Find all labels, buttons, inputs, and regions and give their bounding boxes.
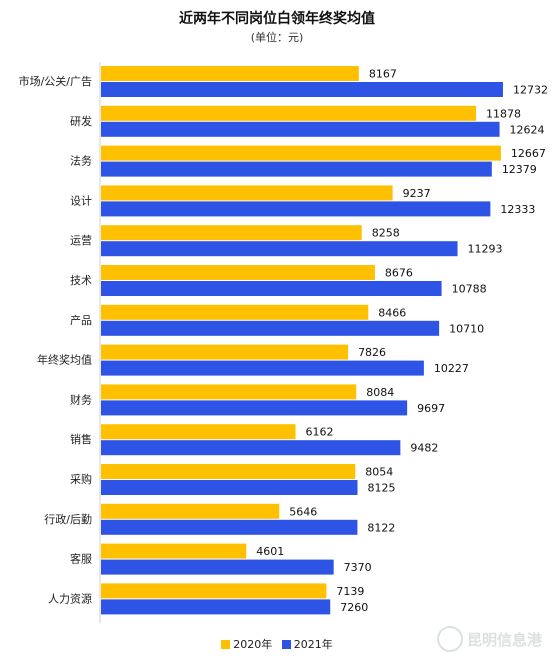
- category-label: 销售: [70, 432, 92, 446]
- category-label: 产品: [70, 313, 92, 327]
- bar-2020: [101, 464, 356, 479]
- category-label: 运营: [70, 233, 92, 247]
- legend: 2020年 2021年: [0, 636, 554, 652]
- bar-2021: [101, 440, 401, 456]
- legend-swatch-2020: [221, 639, 231, 649]
- watermark-text: 昆明信息港: [466, 630, 542, 649]
- data-label-2021: 12732: [513, 84, 548, 97]
- category-label: 年终奖均值: [37, 353, 92, 367]
- category-label: 采购: [70, 472, 92, 486]
- data-label-2021: 10227: [434, 362, 469, 375]
- bar-2021: [101, 241, 458, 257]
- bar-2021: [101, 121, 500, 137]
- data-label-2020: 8054: [365, 466, 393, 479]
- data-label-2020: 7826: [358, 346, 386, 359]
- legend-swatch-2021: [281, 639, 291, 649]
- data-label-2021: 10710: [449, 322, 484, 335]
- legend-label-2021: 2021年: [293, 638, 333, 651]
- bar-2021: [101, 201, 491, 217]
- bar-2020: [101, 543, 247, 559]
- bar-2020: [101, 185, 393, 201]
- category-label: 设计: [70, 194, 92, 207]
- bar-2021: [101, 161, 492, 177]
- bar-2020: [101, 503, 280, 519]
- category-label: 市场/公关/广告: [19, 74, 92, 88]
- data-label-2021: 12333: [500, 203, 535, 216]
- data-label-2021: 12624: [510, 123, 545, 136]
- chart-subtitle: (单位：元): [250, 31, 304, 44]
- bar-2021: [101, 480, 358, 495]
- bar-2021: [101, 320, 440, 336]
- data-label-2021: 8122: [367, 521, 395, 534]
- bar-2020: [101, 145, 501, 161]
- bar-2021: [101, 599, 331, 615]
- watermark-logo-icon: [436, 626, 463, 652]
- data-label-2020: 8258: [372, 227, 400, 240]
- category-label: 研发: [70, 114, 92, 128]
- watermark: 昆明信息港: [436, 626, 542, 652]
- category-label: 财务: [70, 392, 92, 406]
- data-label-2020: 11878: [486, 107, 521, 120]
- data-label-2020: 5646: [289, 505, 317, 518]
- data-label-2020: 12667: [511, 147, 546, 160]
- legend-item-2021: 2021年: [281, 636, 333, 652]
- data-label-2020: 7139: [336, 585, 364, 598]
- data-label-2021: 8125: [368, 482, 396, 495]
- data-label-2020: 9237: [403, 187, 431, 200]
- category-label: 人力资源: [48, 591, 92, 605]
- bar-2021: [101, 400, 408, 416]
- bar-2021: [101, 559, 334, 575]
- bar-2020: [101, 424, 296, 440]
- data-label-2021: 9482: [410, 442, 438, 455]
- data-label-2020: 6162: [306, 426, 334, 439]
- bar-2020: [101, 384, 357, 400]
- data-label-2020: 8167: [369, 68, 397, 81]
- bar-2020: [101, 66, 359, 81]
- category-label: 法务: [70, 154, 92, 168]
- data-label-2021: 10788: [452, 283, 487, 296]
- legend-label-2020: 2020年: [233, 638, 273, 651]
- bar-2021: [101, 82, 503, 97]
- chart-title: 近两年不同岗位白领年终奖均值: [179, 11, 375, 27]
- bar-2020: [101, 583, 327, 599]
- category-label: 技术: [70, 274, 92, 287]
- category-label: 行政/后勤: [44, 512, 92, 526]
- bar-2020: [101, 225, 362, 241]
- bar-2021: [101, 360, 424, 376]
- bar-2020: [101, 265, 375, 280]
- data-label-2021: 12379: [502, 163, 537, 176]
- bar-2021: [101, 519, 358, 535]
- category-label: 客服: [70, 552, 92, 566]
- bar-2020: [101, 344, 349, 360]
- legend-item-2020: 2020年: [221, 636, 272, 652]
- bar-2020: [101, 105, 477, 121]
- data-label-2021: 7260: [340, 601, 368, 614]
- data-label-2021: 11293: [468, 243, 503, 256]
- data-label-2020: 4601: [256, 545, 284, 558]
- data-label-2020: 8084: [366, 386, 394, 399]
- data-label-2021: 9697: [417, 402, 445, 415]
- data-label-2021: 7370: [344, 561, 372, 574]
- data-label-2020: 8676: [385, 267, 413, 280]
- bar-2020: [101, 304, 369, 320]
- data-label-2020: 8466: [378, 306, 406, 319]
- bar-2021: [101, 281, 442, 296]
